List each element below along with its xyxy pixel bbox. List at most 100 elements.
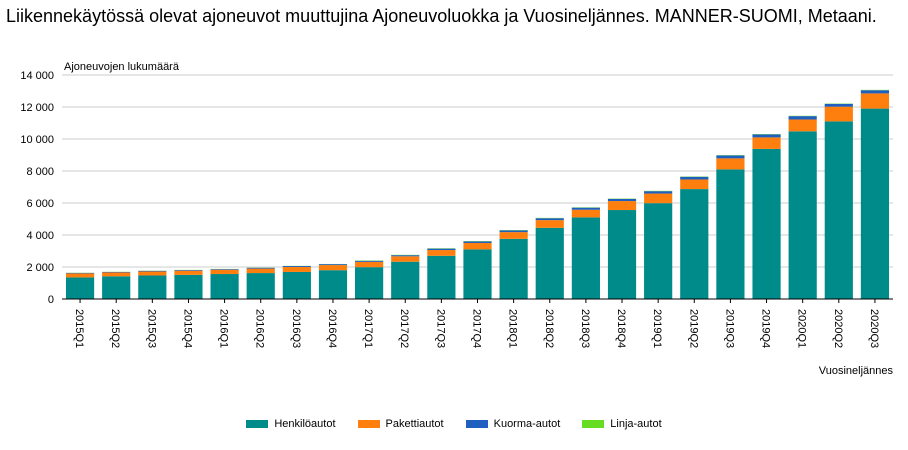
bar-segment <box>65 277 95 299</box>
bar-segment <box>788 131 817 299</box>
x-tick-label: 2019Q1 <box>651 309 663 348</box>
bar-segment <box>607 201 637 211</box>
bar-segment <box>644 203 673 299</box>
bar-segment <box>246 268 275 274</box>
legend-label: Henkilöautot <box>274 418 336 430</box>
bar-segment <box>427 255 456 299</box>
bar-segment <box>535 220 564 228</box>
bar-segment <box>102 276 131 299</box>
x-tick-label: 2019Q2 <box>687 309 699 348</box>
bar-segment <box>427 248 456 251</box>
bar-segment <box>788 119 817 132</box>
x-tick-label: 2015Q4 <box>181 309 193 348</box>
x-tick-label: 2016Q4 <box>326 309 338 348</box>
legend-item-kuorma-autot[interactable]: Kuorma-autot <box>465 418 561 430</box>
bar-segment <box>860 93 890 109</box>
bar-segment <box>752 137 781 149</box>
x-tick-label: 2018Q3 <box>579 309 591 348</box>
legend-label: Linja-autot <box>610 418 662 430</box>
bar-segment <box>680 189 709 299</box>
bar-segment <box>355 260 384 262</box>
legend-label: Pakettiautot <box>385 418 444 430</box>
bar-segment <box>210 269 239 270</box>
y-axis-label: Ajoneuvojen lukumäärä <box>64 61 180 73</box>
chart-title: Liikennekäytössä olevat ajoneuvot muuttu… <box>6 6 877 26</box>
y-tick-label: 14 000 <box>20 70 54 82</box>
bar-segment <box>210 269 239 275</box>
bar-segment <box>752 148 781 299</box>
legend-swatch <box>357 420 380 428</box>
y-tick-label: 2 000 <box>26 262 54 274</box>
x-tick-label: 2020Q1 <box>796 309 808 348</box>
bar-segment <box>174 270 203 271</box>
bar-segment <box>138 270 167 272</box>
bar-segment <box>499 230 528 233</box>
x-tick-label: 2020Q2 <box>832 309 844 348</box>
bar-segment <box>391 261 420 299</box>
bar-segment <box>463 241 492 243</box>
x-tick-label: 2017Q1 <box>362 309 374 348</box>
legend: Henkilöautot Pakettiautot Kuorma-autot L… <box>0 418 908 430</box>
x-tick-label: 2019Q4 <box>760 309 772 348</box>
legend-item-linja-autot[interactable]: Linja-autot <box>582 418 662 430</box>
y-tick-label: 4 000 <box>26 230 54 242</box>
y-tick-label: 10 000 <box>20 134 54 146</box>
legend-swatch <box>582 420 605 428</box>
bar-segment <box>355 267 384 299</box>
bar-segment <box>571 217 600 299</box>
x-tick-label: 2015Q3 <box>145 309 157 348</box>
bar-segment <box>644 193 673 204</box>
bar-segment <box>824 121 853 300</box>
x-tick-label: 2017Q3 <box>434 309 446 348</box>
legend-swatch <box>246 420 269 428</box>
x-tick-label: 2017Q4 <box>471 309 483 348</box>
bar-segment <box>391 256 420 262</box>
bar-segment <box>607 198 637 202</box>
x-tick-label: 2015Q1 <box>73 309 85 348</box>
bar-segment <box>535 218 564 221</box>
y-tick-label: 0 <box>48 294 54 306</box>
bar-segment <box>535 227 564 299</box>
x-tick-label: 2018Q1 <box>507 309 519 348</box>
legend-item-henkiloautot[interactable]: Henkilöautot <box>246 418 336 430</box>
bar-segment <box>607 210 637 299</box>
bar-segment <box>463 243 492 250</box>
bar-segment <box>318 265 348 271</box>
bar-segment <box>788 116 817 120</box>
bar-segment <box>65 273 95 278</box>
bar-segment <box>282 267 311 272</box>
y-tick-label: 12 000 <box>20 102 54 114</box>
bar-segment <box>571 209 600 218</box>
y-tick-label: 6 000 <box>26 198 54 210</box>
x-tick-label: 2016Q3 <box>290 309 302 348</box>
bar-segment <box>246 273 275 299</box>
bar-segment <box>174 274 203 299</box>
bar-segment <box>752 134 781 138</box>
legend-item-pakettiautot[interactable]: Pakettiautot <box>357 418 444 430</box>
bar-segment <box>824 106 853 122</box>
y-tick-label: 8 000 <box>26 166 54 178</box>
bar-segment <box>318 270 348 299</box>
bar-segment <box>138 271 167 276</box>
bar-segment <box>860 108 890 299</box>
x-tick-label: 2016Q1 <box>218 309 230 348</box>
bar-segment <box>680 176 709 180</box>
x-axis-label: Vuosineljännes <box>819 365 894 377</box>
x-tick-label: 2018Q2 <box>543 309 555 348</box>
bar-segment <box>246 267 275 269</box>
bar-segment <box>463 249 492 299</box>
x-tick-label: 2018Q4 <box>615 309 627 348</box>
bar-segment <box>860 90 890 94</box>
bar-segment <box>210 274 239 299</box>
bar-segment <box>355 261 384 268</box>
bar-segment <box>716 169 745 299</box>
bar-segment <box>391 255 420 257</box>
bar-segment <box>174 270 203 275</box>
legend-label: Kuorma-autot <box>493 418 561 430</box>
x-tick-label: 2017Q2 <box>398 309 410 348</box>
bar-segment <box>282 271 311 299</box>
stacked-bar-chart: 0 2 000 4 000 6 000 8 000 10 000 12 000 14 000 A… <box>20 61 894 377</box>
x-tick-label: 2016Q2 <box>254 309 266 348</box>
bar-segment <box>138 275 167 299</box>
bar-segment <box>716 155 745 159</box>
